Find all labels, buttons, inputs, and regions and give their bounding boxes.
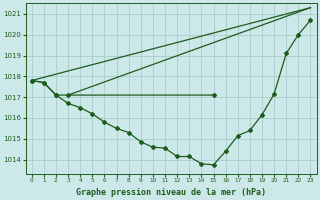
X-axis label: Graphe pression niveau de la mer (hPa): Graphe pression niveau de la mer (hPa): [76, 188, 266, 197]
